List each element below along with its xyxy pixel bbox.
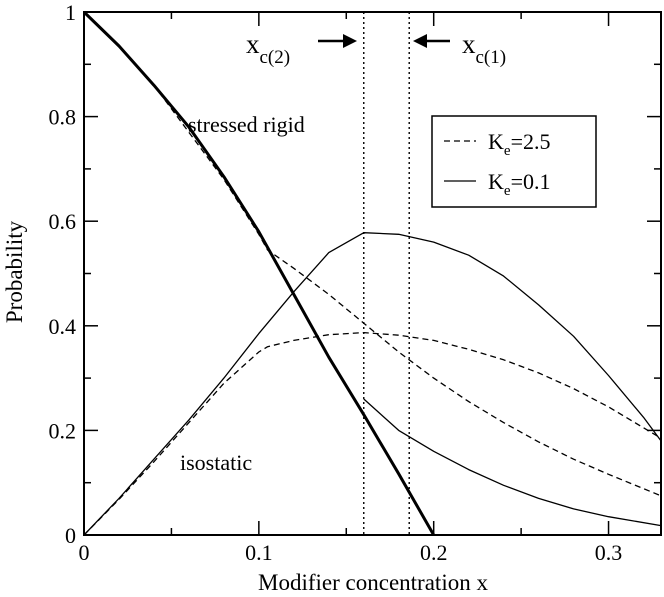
y-tick-label: 1 bbox=[65, 0, 76, 25]
xc1-sub: c(1) bbox=[476, 47, 507, 68]
y-axis-title: Probability bbox=[2, 220, 27, 323]
legend-entry-1: Ke=2.5 bbox=[488, 129, 550, 159]
xc1-arrow-head bbox=[413, 34, 427, 48]
series-line-3 bbox=[363, 398, 662, 527]
threshold-lines bbox=[363, 12, 410, 535]
series-line-2 bbox=[83, 11, 662, 497]
y-tick-label: 0.4 bbox=[49, 314, 77, 339]
xc1-base: x bbox=[462, 29, 476, 59]
xc1-label: xc(1) bbox=[462, 29, 506, 68]
x-tick-label: 0.2 bbox=[420, 540, 448, 565]
plot-area bbox=[83, 11, 662, 536]
xc2-arrow-head bbox=[343, 34, 357, 48]
series-group bbox=[82, 10, 662, 536]
legend-box bbox=[431, 115, 597, 208]
legend: Ke=2.5 Ke=0.1 bbox=[431, 115, 597, 208]
xc2-base: x bbox=[246, 29, 260, 59]
legend-1-symbol: K bbox=[488, 129, 504, 154]
series-line-5 bbox=[83, 331, 662, 536]
x-tick-label: 0.3 bbox=[595, 540, 623, 565]
y-tick-label: 0.8 bbox=[49, 105, 77, 130]
series-line-1 bbox=[82, 10, 436, 536]
y-tick-label: 0.2 bbox=[49, 418, 77, 443]
xc2-label: xc(2) bbox=[246, 29, 290, 68]
x-tick-label: 0 bbox=[79, 540, 90, 565]
legend-1-value: =2.5 bbox=[511, 129, 551, 154]
axis-ticks: 0 0.2 0.4 0.6 0.8 1 0 0.1 0.2 0.3 bbox=[49, 0, 661, 565]
xc2-sub: c(2) bbox=[260, 47, 291, 68]
legend-2-symbol: K bbox=[488, 169, 504, 194]
x-tick-label: 0.1 bbox=[245, 540, 273, 565]
y-tick-label: 0 bbox=[65, 523, 76, 548]
legend-1-sub: e bbox=[504, 143, 511, 159]
xc2-annotation: xc(2) bbox=[246, 29, 357, 68]
y-tick-label: 0.6 bbox=[49, 209, 77, 234]
xc1-annotation: xc(1) bbox=[413, 29, 506, 68]
legend-2-value: =0.1 bbox=[511, 169, 551, 194]
stressed-rigid-label: stressed rigid bbox=[188, 112, 305, 137]
legend-2-sub: e bbox=[504, 183, 511, 199]
legend-entry-2: Ke=0.1 bbox=[488, 169, 550, 199]
x-axis-title: Modifier concentration x bbox=[258, 570, 488, 595]
isostatic-label: isostatic bbox=[180, 450, 252, 475]
plot-frame bbox=[83, 11, 662, 536]
series-line-4 bbox=[83, 232, 662, 536]
